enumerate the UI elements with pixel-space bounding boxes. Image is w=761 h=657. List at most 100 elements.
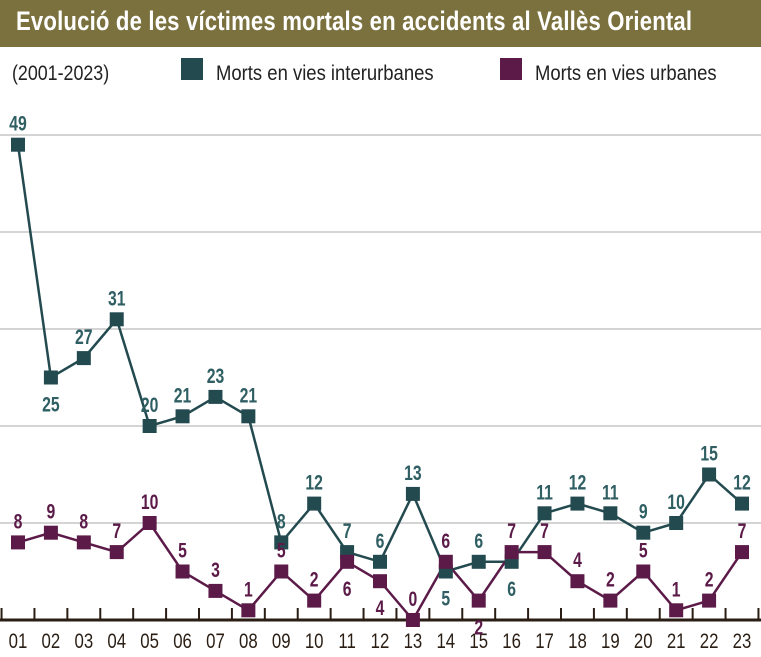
data-point-1	[43, 525, 58, 540]
data-label-1: 7	[507, 519, 516, 543]
data-point-1	[109, 545, 124, 560]
x-tick-label: 20	[634, 630, 653, 653]
data-label-1: 2	[310, 567, 319, 591]
legend-swatch-0	[181, 58, 203, 80]
data-point-0	[307, 496, 322, 511]
data-point-0	[405, 486, 420, 501]
data-point-1	[76, 535, 91, 550]
data-label-1: 8	[79, 509, 88, 533]
data-point-1	[340, 554, 355, 569]
data-point-1	[373, 574, 387, 589]
data-label-0: 15	[700, 441, 718, 465]
data-point-0	[636, 525, 651, 540]
data-label-0: 11	[602, 480, 619, 504]
data-label-1: 6	[343, 577, 352, 601]
data-point-0	[570, 496, 585, 511]
data-point-1	[735, 545, 749, 560]
x-tick-label: 23	[733, 630, 752, 653]
data-label-0: 21	[174, 383, 192, 407]
data-label-0: 6	[474, 529, 483, 553]
data-label-1: 6	[441, 529, 450, 553]
data-label-1: 10	[141, 490, 159, 514]
legend-swatch-1	[500, 58, 522, 80]
data-label-0: 6	[507, 577, 516, 601]
x-tick-label: 03	[74, 630, 93, 653]
data-label-1: 1	[244, 577, 253, 601]
data-label-0: 21	[240, 383, 258, 407]
data-point-0	[471, 554, 486, 569]
data-label-0: 12	[733, 470, 751, 494]
data-label-1: 4	[376, 596, 385, 620]
data-point-1	[669, 603, 684, 618]
data-label-0: 11	[536, 480, 553, 504]
data-label-0: 13	[404, 461, 422, 485]
legend-label-1: Morts en vies urbanes	[535, 62, 717, 85]
data-label-0: 6	[376, 529, 385, 553]
data-point-1	[636, 564, 651, 579]
data-point-0	[175, 409, 190, 424]
x-tick-label: 10	[305, 630, 324, 653]
data-point-0	[274, 535, 289, 550]
data-label-0: 7	[343, 519, 352, 543]
data-label-1: 5	[277, 538, 286, 562]
data-label-1: 7	[540, 519, 549, 543]
x-tick-label: 09	[272, 630, 291, 653]
data-label-1: 4	[573, 548, 582, 572]
data-label-0: 49	[9, 111, 27, 135]
data-label-0: 12	[305, 470, 323, 494]
data-point-1	[504, 545, 519, 560]
data-point-0	[537, 506, 552, 521]
data-point-1	[274, 564, 289, 579]
x-tick-label: 05	[140, 630, 159, 653]
x-tick-label: 18	[568, 630, 587, 653]
data-label-0: 5	[441, 586, 450, 610]
data-label-0: 25	[42, 392, 60, 416]
x-tick-label: 21	[667, 630, 686, 653]
x-tick-label: 14	[436, 630, 455, 653]
data-label-0: 8	[277, 509, 286, 533]
x-tick-label: 12	[371, 630, 390, 653]
x-tick-label: 19	[601, 630, 620, 653]
x-tick-label: 11	[338, 630, 355, 653]
data-point-0	[603, 506, 618, 521]
data-point-1	[603, 593, 618, 608]
x-tick-label: 08	[239, 630, 258, 653]
data-label-1: 3	[211, 558, 220, 582]
data-label-0: 9	[639, 499, 648, 523]
data-label-1: 7	[738, 519, 747, 543]
data-point-1	[702, 593, 717, 608]
data-point-0	[241, 409, 256, 424]
data-point-0	[208, 389, 223, 404]
x-tick-label: 04	[107, 630, 126, 653]
data-label-0: 23	[207, 364, 225, 388]
data-label-1: 2	[705, 567, 714, 591]
x-tick-label: 07	[206, 630, 225, 653]
data-point-1	[405, 613, 420, 627]
x-tick-label: 16	[502, 630, 521, 653]
data-label-1: 9	[47, 499, 56, 523]
data-label-1: 2	[606, 567, 615, 591]
data-point-0	[76, 351, 91, 366]
data-point-1	[537, 545, 552, 560]
data-point-1	[11, 535, 25, 550]
data-point-0	[373, 554, 387, 569]
x-tick-label: 06	[173, 630, 192, 653]
chart-title: Evolució de les víctimes mortals en acci…	[16, 6, 693, 36]
x-tick-label: 13	[404, 630, 423, 653]
data-point-1	[471, 593, 486, 608]
data-point-1	[570, 574, 585, 589]
data-point-0	[142, 419, 157, 433]
data-label-0: 12	[569, 470, 587, 494]
data-point-1	[208, 583, 223, 598]
data-point-0	[109, 312, 124, 327]
title-bar: Evolució de les víctimes mortals en acci…	[0, 0, 761, 47]
data-point-0	[43, 370, 58, 385]
data-label-1: 8	[14, 509, 23, 533]
data-point-1	[142, 516, 157, 530]
data-label-1: 1	[672, 577, 681, 601]
series-line-0	[16, 144, 743, 574]
data-point-0	[669, 516, 684, 530]
data-label-1: 0	[409, 587, 418, 611]
